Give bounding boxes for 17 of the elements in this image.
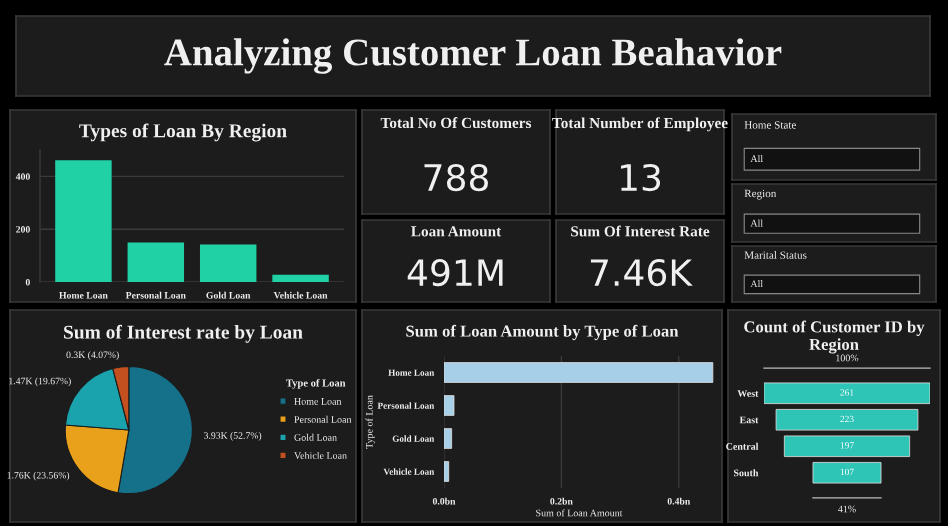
text: 7.46K xyxy=(590,258,693,287)
chart-title: Types of Loan By Region xyxy=(79,123,287,142)
bar xyxy=(444,395,455,416)
chart-title: Sum of Loan Amount by Type of Loan xyxy=(406,324,679,341)
text: Analyzing Customer Loan Beahavior xyxy=(164,38,782,74)
text: 13 xyxy=(620,163,661,192)
text: Count of Customer ID by Region xyxy=(744,320,925,354)
bar xyxy=(199,244,257,282)
bar xyxy=(272,274,329,282)
bar xyxy=(444,362,714,383)
bar xyxy=(444,461,450,482)
chart-title: Sum of Interest rate by Loan xyxy=(64,324,303,343)
text: 788 xyxy=(424,163,488,192)
bar xyxy=(444,428,453,449)
bar xyxy=(55,160,112,282)
text: 491M xyxy=(407,258,503,287)
bar xyxy=(127,242,185,282)
